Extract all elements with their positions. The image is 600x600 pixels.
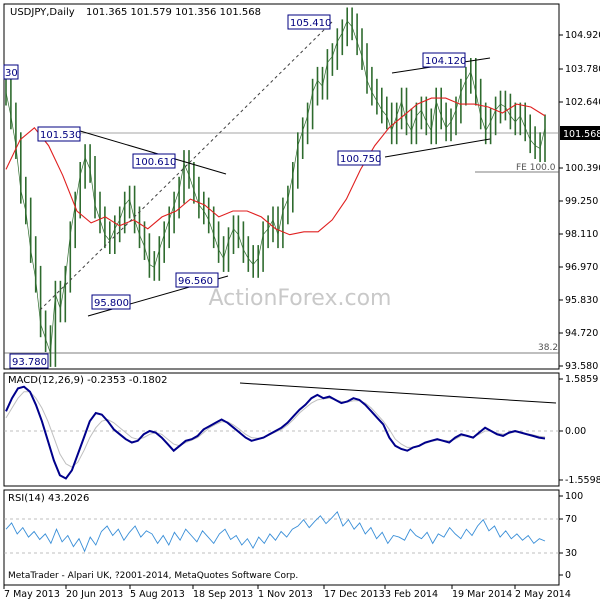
label-fib-38: 38.2 — [538, 343, 558, 353]
time-tick-label: 2 May 2014 — [515, 589, 571, 600]
rsi-label: RSI(14) 43.2026 — [8, 493, 89, 504]
rsi-panel — [3, 489, 560, 586]
time-tick-label: 3 Feb 2014 — [385, 589, 438, 600]
price-tick-label: 95.830 — [565, 295, 598, 306]
time-tick-label: 18 Sep 2013 — [193, 589, 253, 600]
watermark: ActionForex.com — [209, 286, 392, 311]
price-tick-label: 93.580 — [565, 361, 598, 372]
lower-trendline-right — [384, 138, 491, 158]
label-93-780: 93.780 — [12, 357, 47, 368]
label-105-410: 105.410 — [290, 18, 331, 29]
macd-series — [5, 385, 546, 480]
macd-tick-label: -1.5598 — [565, 475, 600, 486]
moving-average — [5, 97, 546, 236]
current-price-value: 101.568 — [563, 129, 600, 140]
annotations: 105.410 104.120 101.530 100.610 100.750 … — [3, 14, 558, 369]
upper-trendline-left — [69, 127, 227, 175]
time-axis: 7 May 2013 20 Jun 2013 5 Aug 2013 18 Sep 20… — [3, 585, 571, 600]
price-bars — [5, 7, 546, 367]
price-tick-label: 104.920 — [565, 30, 600, 41]
close-line — [5, 20, 546, 354]
macd-axis: 1.5859 0.00 -1.5598 — [559, 374, 600, 486]
price-tick-label: 100.390 — [565, 163, 600, 174]
price-guides — [4, 132, 559, 354]
macd-tick-label: 0.00 — [565, 426, 586, 437]
label-100-750: 100.750 — [340, 154, 381, 165]
label-30: 30 — [5, 68, 18, 79]
current-price-box — [560, 126, 600, 140]
label-95-800: 95.800 — [94, 298, 129, 309]
time-tick-label: 17 Dec 2013 — [324, 589, 385, 600]
time-tick-label: 1 Nov 2013 — [258, 589, 313, 600]
rsi-tick-label: 0 — [565, 570, 571, 581]
time-tick-label: 5 Aug 2013 — [130, 589, 185, 600]
symbol-label: USDJPY,Daily — [10, 7, 75, 18]
label-fe-100: FE 100.0 — [516, 163, 556, 173]
rsi-tick-label: 100 — [565, 491, 583, 502]
rsi-axis: 100 70 30 0 — [559, 491, 583, 581]
rsi-line — [5, 510, 546, 553]
label-96-560: 96.560 — [178, 276, 213, 287]
time-tick-label: 7 May 2013 — [4, 589, 60, 600]
footer-copyright: MetaTrader - Alpari UK, ?2001-2014, Meta… — [8, 571, 298, 581]
time-tick-label: 20 Jun 2013 — [66, 589, 123, 600]
price-tick-label: 94.720 — [565, 328, 598, 339]
price-tick-label: 96.970 — [565, 262, 598, 273]
label-101-530: 101.530 — [40, 130, 81, 141]
price-tick-label: 102.640 — [565, 97, 600, 108]
label-104-120: 104.120 — [425, 56, 466, 67]
price-axis: 104.920 103.780 102.640 100.390 99.250 98.110… — [559, 30, 600, 372]
macd-trendline — [239, 382, 557, 404]
price-tick-label: 98.110 — [565, 229, 598, 240]
ma-line — [5, 97, 546, 236]
ohlc-label: 101.365 101.579 101.356 101.568 — [86, 7, 261, 18]
label-100-610: 100.610 — [135, 157, 176, 168]
macd-line — [5, 385, 546, 480]
macd-tick-label: 1.5859 — [565, 374, 598, 385]
macd-label: MACD(12,26,9) -0.2353 -0.1802 — [8, 375, 168, 386]
price-tick-label: 99.250 — [565, 196, 598, 207]
rsi-tick-label: 30 — [565, 548, 577, 559]
dotted-trendline — [39, 21, 333, 311]
price-tick-label: 103.780 — [565, 64, 600, 75]
time-tick-label: 19 Mar 2014 — [452, 589, 512, 600]
rsi-tick-label: 70 — [565, 514, 577, 525]
rsi-series — [5, 510, 546, 553]
